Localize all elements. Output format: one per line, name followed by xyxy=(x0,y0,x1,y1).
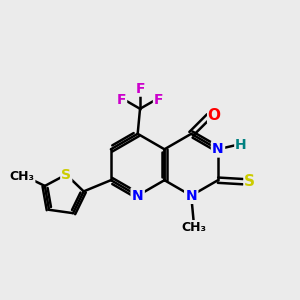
Text: F: F xyxy=(154,93,163,106)
Text: S: S xyxy=(61,168,71,182)
Text: CH₃: CH₃ xyxy=(10,170,35,183)
Text: CH₃: CH₃ xyxy=(181,220,206,234)
Text: N: N xyxy=(185,189,197,202)
Text: N: N xyxy=(132,189,143,202)
Text: F: F xyxy=(135,82,145,96)
Text: F: F xyxy=(117,93,127,106)
Text: H: H xyxy=(235,138,247,152)
Text: O: O xyxy=(208,108,221,123)
Text: S: S xyxy=(244,174,255,189)
Text: N: N xyxy=(212,142,224,156)
